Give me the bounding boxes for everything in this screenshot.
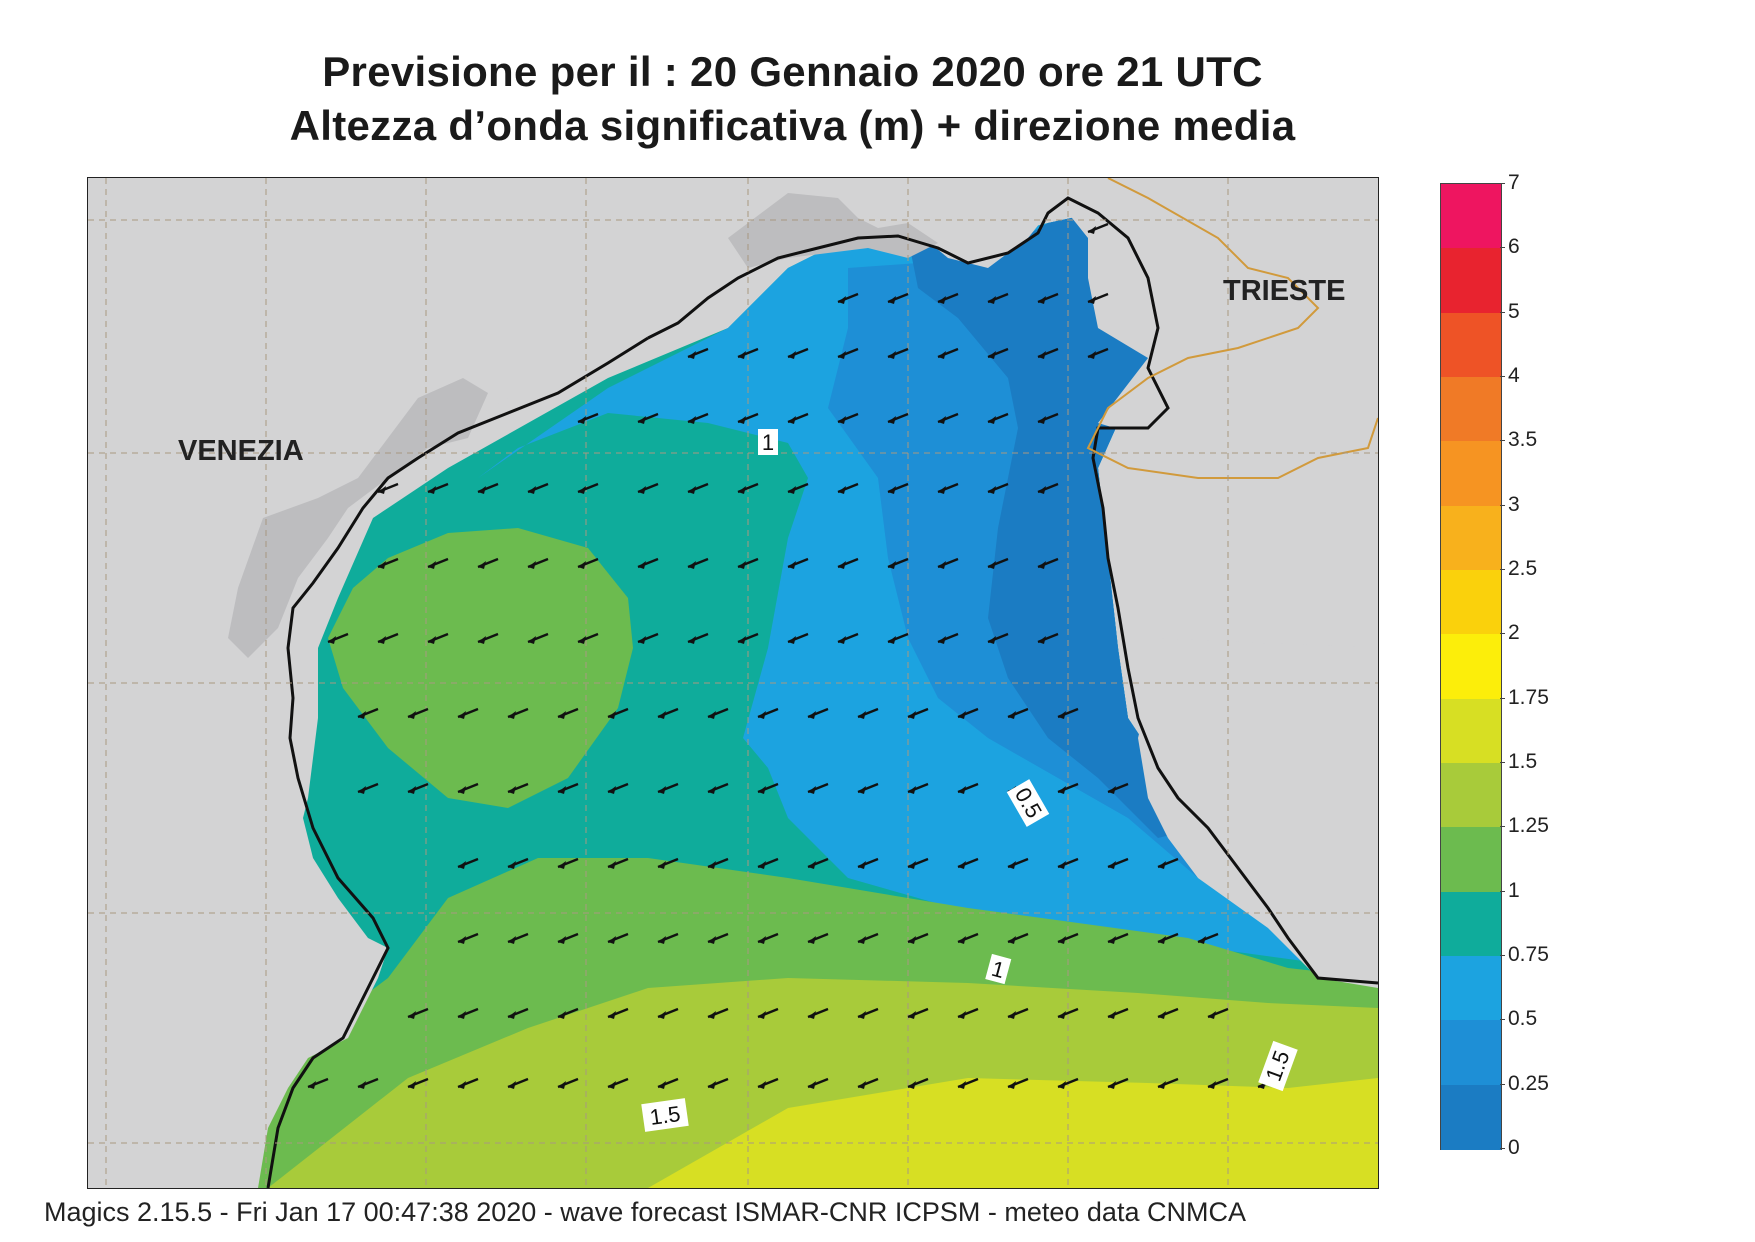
- legend-tick-label: 5: [1508, 299, 1520, 323]
- legend-tick-label: 3: [1508, 492, 1520, 516]
- legend-tick-label: 0.5: [1508, 1007, 1538, 1031]
- legend-tick-label: 0.75: [1508, 943, 1549, 966]
- land-gulf-patch: [728, 193, 938, 268]
- legend-tick-mark: [1500, 440, 1505, 442]
- sea-green-blob: [328, 528, 633, 808]
- legend-tick-mark: [1500, 697, 1505, 699]
- legend-swatch: [1441, 634, 1501, 700]
- legend-swatch: [1441, 827, 1501, 893]
- contour-label-1.5-south: 1.5: [641, 1098, 689, 1132]
- sea-lightyellow-band: [648, 1078, 1378, 1188]
- sea-darkblue-zone: [908, 208, 1208, 838]
- land-lagoon: [228, 378, 488, 658]
- legend-swatch: [1441, 505, 1501, 571]
- legend-tick-mark: [1500, 890, 1505, 892]
- land-north: [688, 178, 1378, 648]
- legend-swatch: [1441, 891, 1501, 957]
- legend-tick-label: 1.75: [1508, 685, 1549, 709]
- legend-swatch: [1441, 570, 1501, 636]
- legend-tick-label: 0.25: [1508, 1071, 1549, 1095]
- legend-tick-mark: [1500, 569, 1505, 570]
- legend-swatch: [1441, 377, 1501, 443]
- legend-tick-mark: [1500, 826, 1505, 828]
- legend-tick-label: 4: [1508, 364, 1520, 387]
- map-subtitle: Altezza d’onda significativa (m) + direz…: [289, 102, 1296, 149]
- legend-tick-label: 1.25: [1508, 814, 1549, 838]
- wave-height-map: 1 0.5 1 1.5 1.5 VENEZIA TRIESTE: [87, 177, 1379, 1189]
- legend-swatch: [1441, 312, 1501, 378]
- legend-tick-mark: [1500, 311, 1505, 313]
- legend-tick-mark: [1500, 504, 1505, 506]
- legend-swatch: [1441, 1084, 1501, 1150]
- land-veneto: [88, 178, 808, 1188]
- legend-tick-mark: [1500, 955, 1505, 956]
- contour-label-1-north: 1: [758, 429, 778, 455]
- legend-swatch: [1441, 956, 1501, 1022]
- legend-tick-mark: [1500, 762, 1505, 763]
- legend-tick-label: 6: [1508, 235, 1520, 259]
- legend-tick-label: 1.5: [1508, 750, 1538, 773]
- legend-tick-label: 3.5: [1508, 428, 1538, 452]
- legend-swatch: [1441, 248, 1501, 314]
- legend-swatch: [1441, 763, 1501, 829]
- svg-text:1.5: 1.5: [648, 1101, 682, 1130]
- coastline-west: [266, 336, 649, 1188]
- legend-swatch: [1441, 698, 1501, 764]
- legend-tick-mark: [1500, 183, 1505, 184]
- coastline-north: [647, 196, 1378, 985]
- legend-tick-label: 2: [1508, 621, 1520, 645]
- legend-swatch: [1441, 441, 1501, 507]
- legend-tick-mark: [1500, 1148, 1505, 1149]
- map-canvas: 1 0.5 1 1.5 1.5 VENEZIA TRIESTE: [88, 178, 1378, 1188]
- legend-swatch: [1441, 184, 1501, 250]
- color-legend: [1440, 183, 1502, 1150]
- footer-credits: Magics 2.15.5 - Fri Jan 17 00:47:38 2020…: [44, 1197, 1246, 1227]
- legend-tick-label: 7: [1508, 171, 1520, 194]
- legend-swatch: [1441, 1020, 1501, 1086]
- legend-tick-mark: [1500, 1019, 1505, 1021]
- legend-tick-mark: [1500, 633, 1505, 635]
- city-label-venezia: VENEZIA: [178, 435, 304, 467]
- graticule: [88, 178, 1378, 1188]
- legend-tick-mark: [1500, 247, 1505, 249]
- map-title: Previsione per il : 20 Gennaio 2020 ore …: [322, 48, 1263, 95]
- border-slovenia: [1086, 178, 1378, 479]
- legend-tick-mark: [1500, 1083, 1505, 1085]
- legend-tick-label: 0: [1508, 1136, 1520, 1159]
- legend-tick-mark: [1500, 376, 1505, 377]
- city-label-trieste: TRIESTE: [1223, 275, 1345, 307]
- svg-text:1: 1: [762, 430, 774, 455]
- legend-tick-label: 2.5: [1508, 557, 1538, 580]
- land-istria: [1138, 638, 1378, 988]
- legend-tick-label: 1: [1508, 878, 1520, 902]
- contour-label-1-south: 1: [985, 953, 1012, 985]
